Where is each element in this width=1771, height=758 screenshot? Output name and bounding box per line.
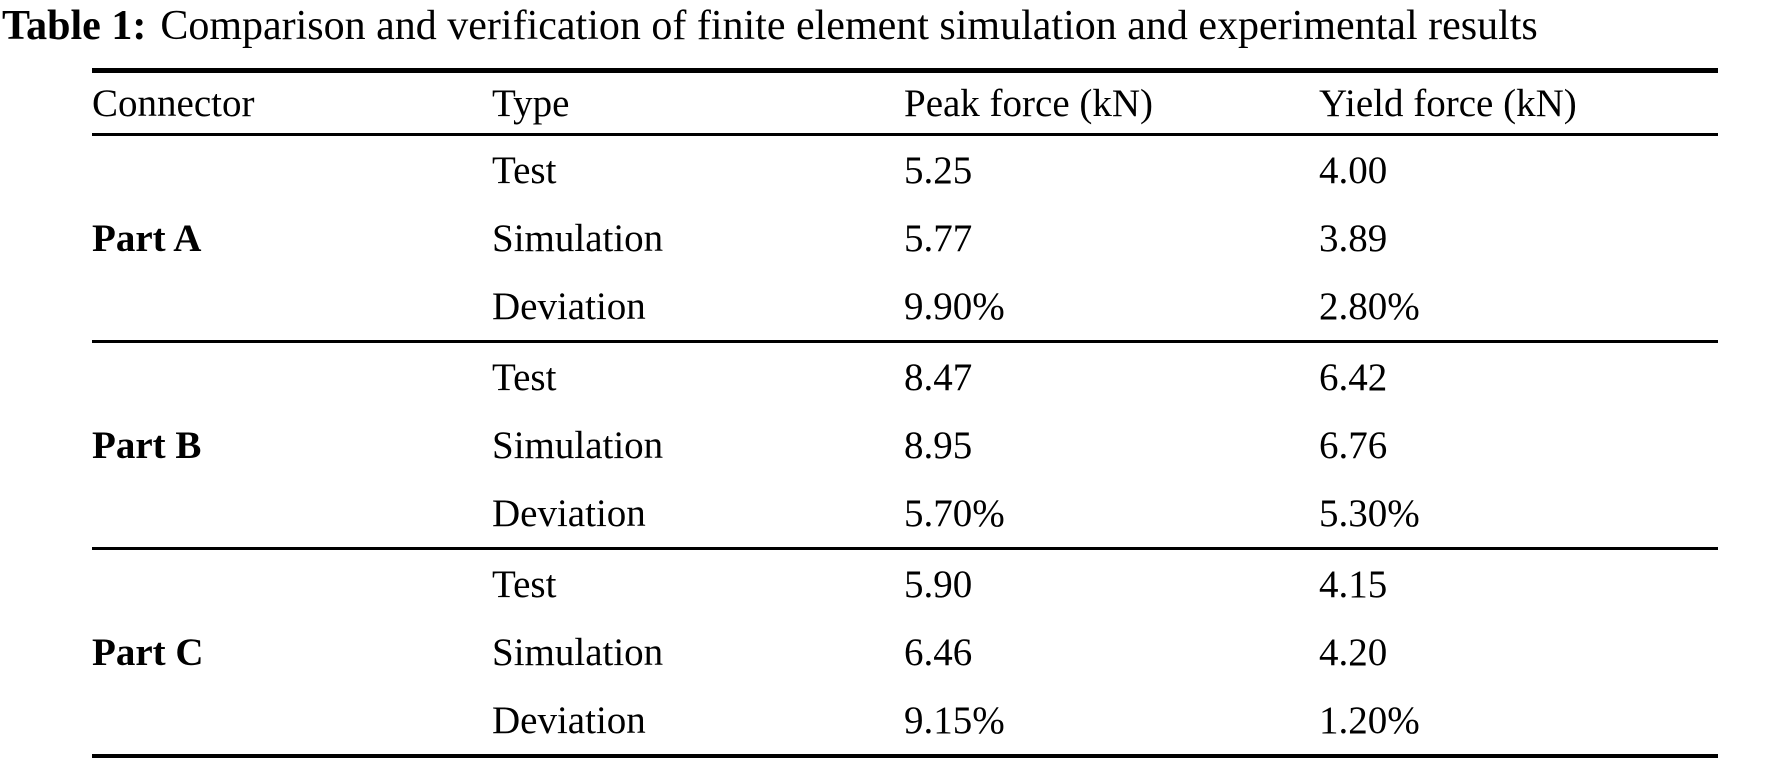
table-row: Deviation 5.70% 5.30% — [92, 479, 1718, 549]
connector-label: Part B — [92, 423, 202, 467]
table-row: Deviation 9.90% 2.80% — [92, 272, 1718, 342]
table-row: Simulation 8.95 6.76 — [92, 411, 1718, 479]
cell-yield-force: 4.15 — [1319, 562, 1388, 606]
cell-peak-force: 8.95 — [904, 423, 973, 467]
table-row: Part C Test 5.90 4.15 — [92, 549, 1718, 674]
cell-peak-force: 9.15% — [904, 698, 1005, 742]
cell-yield-force: 1.20% — [1319, 698, 1420, 742]
cell-type: Simulation — [492, 216, 664, 260]
cell-peak-force: 5.90 — [904, 562, 973, 606]
cell-type: Simulation — [492, 423, 664, 467]
header-yield-force: Yield force (kN) — [1319, 70, 1718, 136]
table-caption: Table 1: Comparison and verification of f… — [2, 2, 1771, 50]
connector-label: Part A — [92, 216, 202, 260]
cell-yield-force: 4.20 — [1319, 630, 1388, 674]
group-part-a: Part A Test 5.25 4.00 Simulation 5.77 3.… — [92, 135, 1718, 342]
cell-type: Deviation — [492, 284, 646, 328]
header-peak-force: Peak force (kN) — [904, 70, 1319, 136]
cell-type: Test — [492, 148, 557, 192]
connector-label: Part C — [92, 630, 204, 674]
results-table: Connector Type Peak force (kN) Yield for… — [92, 68, 1718, 758]
table-caption-label: Table 1: — [2, 3, 147, 49]
table-row: Part B Test 8.47 6.42 — [92, 342, 1718, 467]
cell-peak-force: 9.90% — [904, 284, 1005, 328]
cell-peak-force: 5.25 — [904, 148, 973, 192]
table-row: Simulation 5.77 3.89 — [92, 204, 1718, 272]
header-row: Connector Type Peak force (kN) Yield for… — [92, 70, 1718, 136]
cell-type: Deviation — [492, 698, 646, 742]
header-type: Type — [492, 70, 904, 136]
cell-yield-force: 6.42 — [1319, 355, 1388, 399]
table-row: Simulation 6.46 4.20 — [92, 618, 1718, 686]
table-row: Part A Test 5.25 4.00 — [92, 135, 1718, 260]
cell-peak-force: 8.47 — [904, 355, 973, 399]
group-part-b: Part B Test 8.47 6.42 Simulation 8.95 6.… — [92, 341, 1718, 549]
cell-type: Simulation — [492, 630, 664, 674]
cell-yield-force: 4.00 — [1319, 148, 1388, 192]
cell-type: Test — [492, 562, 557, 606]
cell-peak-force: 5.77 — [904, 216, 973, 260]
cell-yield-force: 2.80% — [1319, 284, 1420, 328]
cell-yield-force: 3.89 — [1319, 216, 1388, 260]
table-header: Connector Type Peak force (kN) Yield for… — [92, 70, 1718, 136]
group-part-c: Part C Test 5.90 4.15 Simulation 6.46 4.… — [92, 548, 1718, 757]
cell-yield-force: 6.76 — [1319, 423, 1388, 467]
table-row: Deviation 9.15% 1.20% — [92, 686, 1718, 757]
cell-yield-force: 5.30% — [1319, 491, 1420, 535]
cell-peak-force: 5.70% — [904, 491, 1005, 535]
header-connector: Connector — [92, 70, 492, 136]
cell-peak-force: 6.46 — [904, 630, 973, 674]
cell-type: Test — [492, 355, 557, 399]
cell-type: Deviation — [492, 491, 646, 535]
table-caption-text: Comparison and verification of finite el… — [160, 3, 1538, 49]
